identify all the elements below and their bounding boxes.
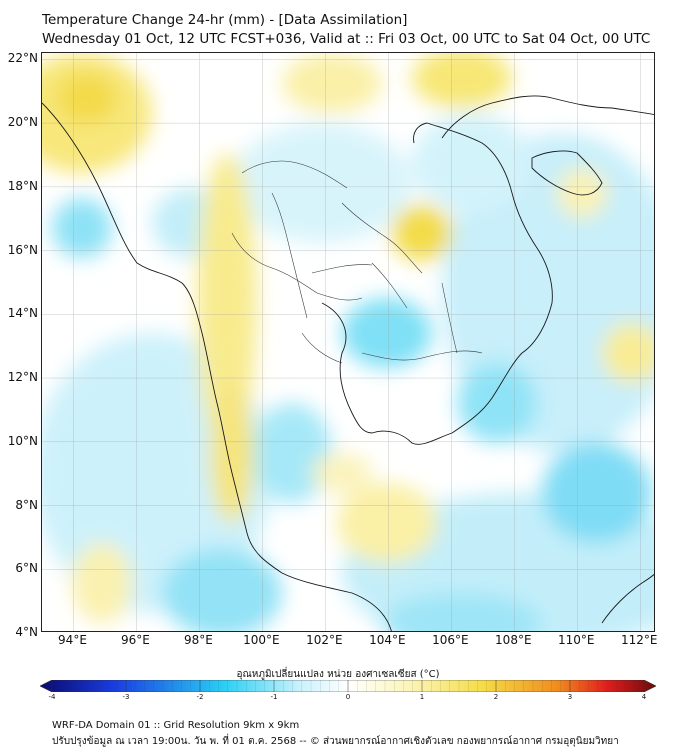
lon-label: 98°E — [183, 633, 213, 647]
lat-label: 22°N — [7, 51, 38, 66]
colorbar-tick-label: 2 — [493, 693, 499, 701]
admin-borders — [231, 160, 483, 364]
colorbar-tick-label: -4 — [48, 693, 56, 701]
graticule — [42, 53, 654, 631]
field-cyan-core-gulf — [252, 403, 332, 503]
colorbar-tick-label: -2 — [196, 693, 204, 701]
colorbar-title: อุณหภูมิเปลี่ยนแปลง หน่วย องศาเซลเซียส (… — [236, 669, 440, 680]
field-cyan-core-cambodia — [457, 363, 537, 443]
colorbar-tick-label: 4 — [641, 693, 647, 701]
lat-label: 8°N — [15, 497, 38, 512]
colorbar — [40, 680, 656, 692]
field-cyan-core-bottom — [382, 593, 542, 631]
lat-label: 20°N — [7, 115, 38, 130]
lon-label: 108°E — [495, 633, 532, 647]
field-cyan-core-sea — [542, 443, 652, 543]
field-yellow-north2 — [282, 53, 382, 113]
footer-model-info: WRF-DA Domain 01 :: Grid Resolution 9km … — [52, 720, 300, 731]
colorbar-tick-label: 1 — [419, 693, 425, 701]
field-yellow-north — [412, 53, 512, 108]
field-cyan-laos — [412, 113, 532, 213]
field-yellow-gulf-s — [337, 483, 437, 563]
lat-label: 10°N — [7, 433, 38, 448]
lat-label: 14°N — [7, 306, 38, 321]
field-yellow-hainan — [557, 168, 607, 218]
field-cyan-core-west — [52, 198, 112, 258]
colorbar-tick-label: 0 — [345, 693, 351, 701]
lat-label: 12°N — [7, 370, 38, 385]
field-cyan-n — [232, 123, 412, 243]
field-yellow-east — [602, 323, 654, 383]
lat-label: 16°N — [7, 242, 38, 257]
lon-label: 110°E — [558, 633, 595, 647]
coastlines — [42, 95, 654, 631]
lat-label: 18°N — [7, 178, 38, 193]
temperature-change-map — [42, 53, 654, 631]
field-cyan-core-thailand — [342, 298, 432, 368]
map-panel — [41, 52, 655, 632]
colorbar-tick-label: -1 — [270, 693, 278, 701]
lon-label: 102°E — [306, 633, 343, 647]
temperature-field — [42, 53, 654, 631]
lat-label: 4°N — [15, 625, 38, 639]
lon-label: 112°E — [621, 633, 658, 647]
lon-label: 94°E — [58, 633, 87, 647]
colorbar-tick-label: 3 — [567, 693, 573, 701]
field-yellow-nw-core — [57, 73, 117, 123]
lon-label: 104°E — [369, 633, 406, 647]
field-cyan-core-south — [162, 548, 282, 631]
lon-label: 96°E — [121, 633, 150, 647]
lon-label: 100°E — [243, 633, 280, 647]
lat-label: 6°N — [15, 561, 38, 576]
map-title: Temperature Change 24-hr (mm) - [Data As… — [42, 12, 408, 28]
lon-label: 106°E — [432, 633, 469, 647]
footer-credit: ปรับปรุงข้อมูล ณ เวลา 19:00น. วัน พ. ที่… — [52, 736, 619, 747]
map-subtitle: Wednesday 01 Oct, 12 UTC FCST+036, Valid… — [42, 31, 651, 47]
field-yellow-sw — [72, 543, 132, 623]
colorbar-tick-label: -3 — [122, 693, 130, 701]
field-yellow-center — [312, 453, 372, 493]
field-yellow-laos-core — [392, 205, 452, 261]
field-yellow-peninsula — [210, 383, 254, 523]
